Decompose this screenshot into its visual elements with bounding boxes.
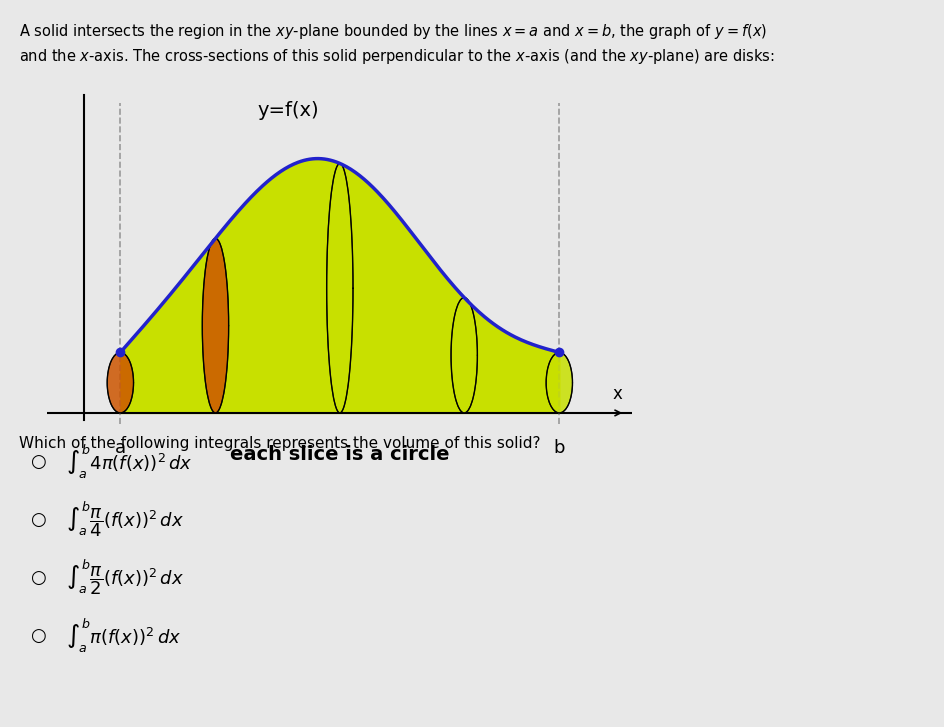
Text: ○: ○	[30, 627, 45, 645]
Text: A solid intersects the region in the $\it{xy}$-plane bounded by the lines $x = a: A solid intersects the region in the $\i…	[19, 22, 767, 41]
Text: b: b	[553, 439, 565, 457]
Text: y=f(x): y=f(x)	[258, 101, 319, 120]
Text: ○: ○	[30, 453, 45, 470]
Text: Which of the following integrals represents the volume of this solid?: Which of the following integrals represe…	[19, 436, 540, 451]
Text: each slice is a circle: each slice is a circle	[230, 445, 449, 464]
Text: $\int_a^b \dfrac{\pi}{4}(f(x))^2\, dx$: $\int_a^b \dfrac{\pi}{4}(f(x))^2\, dx$	[66, 499, 184, 540]
Text: x: x	[613, 385, 623, 403]
Text: a: a	[115, 439, 126, 457]
Text: ○: ○	[30, 511, 45, 529]
Ellipse shape	[327, 164, 353, 413]
Ellipse shape	[108, 353, 133, 413]
Ellipse shape	[202, 238, 228, 413]
Ellipse shape	[547, 353, 572, 413]
Text: $\int_a^b \dfrac{\pi}{2}(f(x))^2\, dx$: $\int_a^b \dfrac{\pi}{2}(f(x))^2\, dx$	[66, 558, 184, 598]
Text: $\int_a^b 4\pi(f(x))^2\, dx$: $\int_a^b 4\pi(f(x))^2\, dx$	[66, 443, 193, 481]
Text: $\int_a^b \pi(f(x))^2\, dx$: $\int_a^b \pi(f(x))^2\, dx$	[66, 617, 181, 655]
Ellipse shape	[451, 297, 478, 413]
Text: and the $x$-axis. The cross-sections of this solid perpendicular to the $x$-axis: and the $x$-axis. The cross-sections of …	[19, 47, 774, 66]
Text: ○: ○	[30, 569, 45, 587]
